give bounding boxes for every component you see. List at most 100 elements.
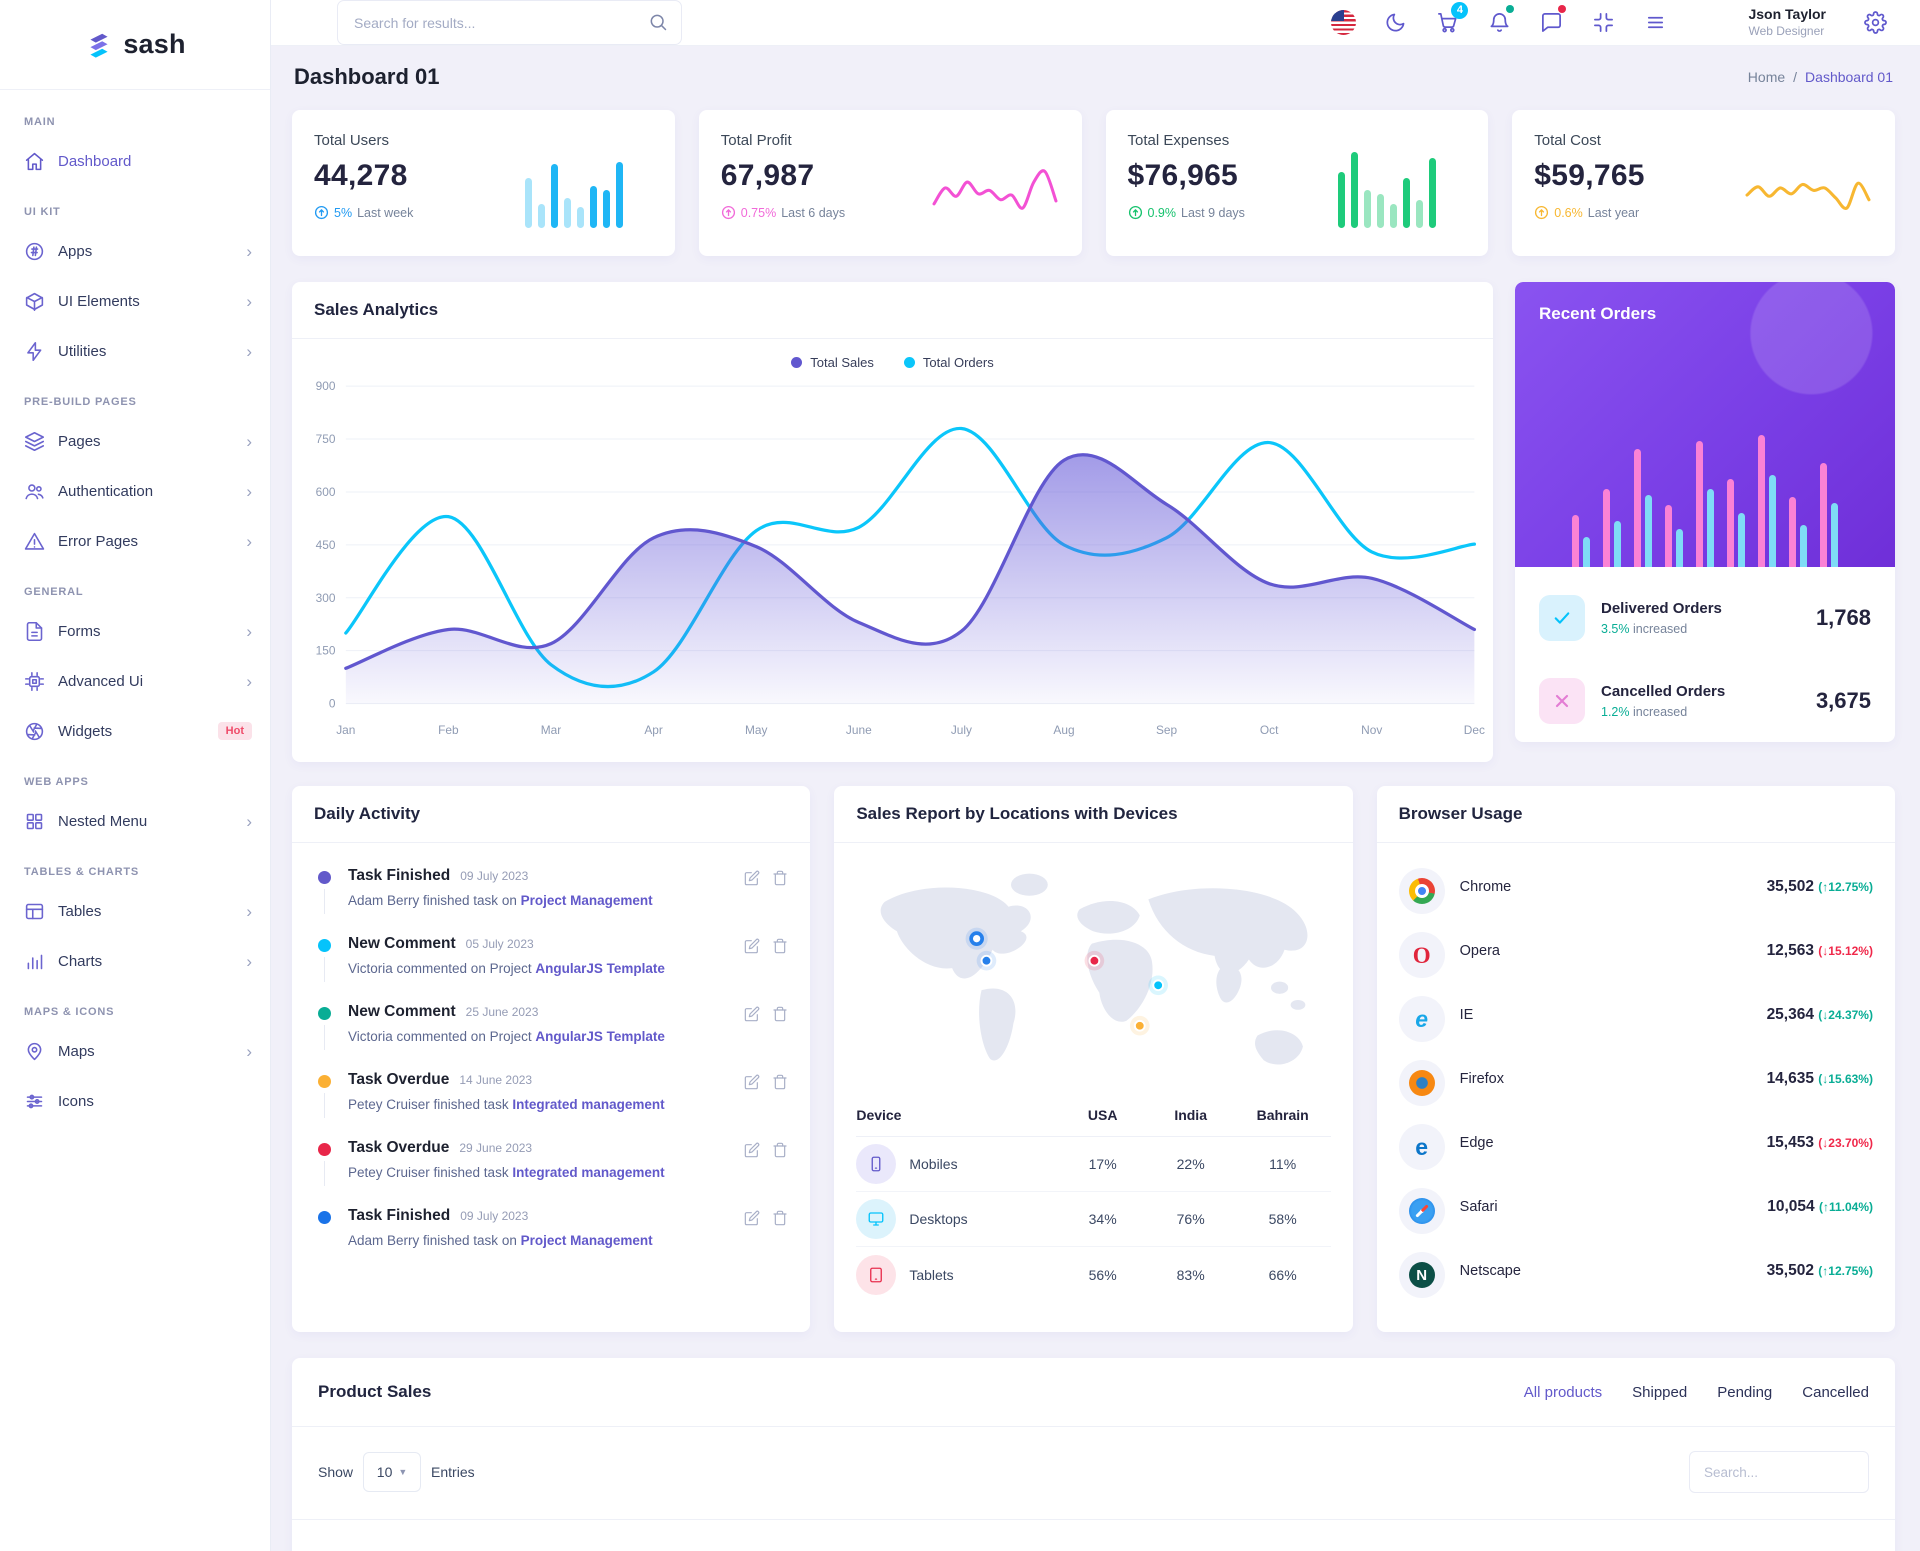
svg-text:900: 900 xyxy=(316,380,336,393)
trash-icon[interactable] xyxy=(772,1074,788,1090)
page-title: Dashboard 01 xyxy=(294,64,440,89)
search-icon[interactable] xyxy=(648,12,668,32)
cart-button[interactable]: 4 xyxy=(1430,1,1469,40)
device-india: 76% xyxy=(1176,1211,1205,1227)
chip-icon xyxy=(24,671,45,692)
sidebar-item-forms[interactable]: Forms › xyxy=(0,606,270,656)
trash-icon[interactable] xyxy=(772,1210,788,1226)
edit-icon[interactable] xyxy=(744,1006,760,1022)
activity-title: Task Finished xyxy=(348,1207,451,1224)
sidebar-item-label: UI Elements xyxy=(58,292,140,310)
trash-icon[interactable] xyxy=(772,870,788,886)
user-menu[interactable]: Json Taylor Web Designer xyxy=(1696,2,1826,43)
sidebar-item-tables[interactable]: Tables › xyxy=(0,886,270,936)
browser-row-chrome: Chrome 35,502 (↑12.75%) xyxy=(1398,859,1873,923)
sidebar-item-charts[interactable]: Charts › xyxy=(0,936,270,986)
sidebar-toggle-icon[interactable] xyxy=(295,9,319,36)
order-summary-delivered-orders: Delivered Orders 3.5% increased 1,768 xyxy=(1539,577,1871,659)
svg-text:750: 750 xyxy=(316,433,336,446)
svg-text:Sep: Sep xyxy=(1156,724,1178,737)
activity-item: New Comment 25 June 2023 Victoria comment… xyxy=(318,1003,788,1071)
tab-shipped[interactable]: Shipped xyxy=(1632,1383,1688,1401)
users-icon xyxy=(24,481,45,502)
moon-icon xyxy=(1386,13,1405,32)
sidebar-item-authentication[interactable]: Authentication › xyxy=(0,466,270,516)
status-dot xyxy=(318,871,331,884)
stat-label: Total Profit xyxy=(720,132,792,149)
edit-icon[interactable] xyxy=(744,1210,760,1226)
tab-all-products[interactable]: All products xyxy=(1523,1383,1603,1401)
activity-link[interactable]: AngularJS Template xyxy=(535,961,665,976)
device-india: 22% xyxy=(1176,1156,1205,1172)
sidebar-item-apps[interactable]: Apps › xyxy=(0,226,270,276)
notification-dot xyxy=(1506,4,1515,13)
browser-value: 35,502 (↑12.75%) xyxy=(1766,1262,1873,1279)
messages-button[interactable] xyxy=(1534,4,1568,40)
svg-text:Mar: Mar xyxy=(541,724,562,737)
status-dot xyxy=(318,1143,331,1156)
right-sidebar-button[interactable] xyxy=(1638,6,1672,40)
sidebar-section-main: MAIN xyxy=(24,116,56,128)
fullscreen-button[interactable] xyxy=(1586,6,1620,40)
tab-cancelled[interactable]: Cancelled xyxy=(1802,1383,1869,1401)
svg-text:Oct: Oct xyxy=(1260,724,1279,737)
edit-icon[interactable] xyxy=(744,1074,760,1090)
sidebar-item-error-pages[interactable]: Error Pages › xyxy=(0,516,270,566)
language-flag-button[interactable] xyxy=(1326,6,1360,40)
brand-logo[interactable]: sash xyxy=(0,0,270,90)
grid-icon xyxy=(24,811,45,832)
browser-name: Chrome xyxy=(1459,879,1512,895)
trash-icon[interactable] xyxy=(772,938,788,954)
activity-desc: Petey Cruiser finished task Integrated m… xyxy=(348,1165,665,1180)
entries-select[interactable]: 10 ▼ xyxy=(363,1452,422,1492)
mini-bar-chart xyxy=(1338,148,1464,228)
chevron-right-icon: › xyxy=(246,951,252,971)
sidebar-item-dashboard[interactable]: Dashboard xyxy=(0,136,270,186)
order-sub: 3.5% increased xyxy=(1601,622,1688,636)
trash-icon[interactable] xyxy=(772,1142,788,1158)
activity-title: Task Finished xyxy=(348,867,451,884)
sidebar-item-nested-menu[interactable]: Nested Menu › xyxy=(0,796,270,846)
layers-icon xyxy=(24,431,45,452)
sidebar-section-ui-kit: UI KIT xyxy=(24,206,61,218)
alert-icon xyxy=(24,531,45,552)
activity-link[interactable]: Project Management xyxy=(520,893,653,908)
sidebar-item-widgets[interactable]: Widgets Hot xyxy=(0,706,270,756)
edit-icon[interactable] xyxy=(744,1142,760,1158)
breadcrumb-home[interactable]: Home xyxy=(1747,69,1786,85)
activity-link[interactable]: AngularJS Template xyxy=(535,1029,665,1044)
browser-name: Firefox xyxy=(1459,1071,1504,1087)
sidebar-item-label: Icons xyxy=(58,1092,94,1110)
tab-pending[interactable]: Pending xyxy=(1717,1383,1773,1401)
legend-label: Total Orders xyxy=(922,355,994,370)
legend-item-total-sales[interactable]: Total Sales xyxy=(791,355,874,370)
activity-link[interactable]: Project Management xyxy=(520,1233,653,1248)
sidebar-item-ui-elements[interactable]: UI Elements › xyxy=(0,276,270,326)
sidebar-item-icons[interactable]: Icons xyxy=(0,1076,270,1126)
activity-date: 05 July 2023 xyxy=(465,937,534,951)
svg-text:Apr: Apr xyxy=(644,724,663,737)
table-search-input[interactable] xyxy=(1689,1451,1869,1493)
pin-icon xyxy=(24,1041,45,1062)
notifications-button[interactable] xyxy=(1482,4,1516,40)
search-input[interactable] xyxy=(337,0,682,45)
device-india: 83% xyxy=(1176,1266,1205,1283)
activity-link[interactable]: Integrated management xyxy=(512,1165,665,1180)
product-sales-title: Product Sales xyxy=(318,1382,432,1401)
chevron-right-icon: › xyxy=(246,481,252,501)
activity-title: Task Overdue xyxy=(348,1071,450,1088)
dark-mode-button[interactable] xyxy=(1378,6,1412,40)
device-usa: 56% xyxy=(1088,1266,1117,1283)
sidebar-item-pages[interactable]: Pages › xyxy=(0,416,270,466)
sidebar-nav: MAIN Dashboard UI KIT Apps › UI Elements… xyxy=(0,90,270,1146)
sidebar-item-advanced-ui[interactable]: Advanced Ui › xyxy=(0,656,270,706)
trash-icon[interactable] xyxy=(772,1006,788,1022)
legend-item-total-orders[interactable]: Total Orders xyxy=(903,355,994,370)
sidebar-item-utilities[interactable]: Utilities › xyxy=(0,326,270,376)
activity-link[interactable]: Integrated management xyxy=(512,1097,665,1112)
sidebar-item-maps[interactable]: Maps › xyxy=(0,1026,270,1076)
edit-icon[interactable] xyxy=(744,938,760,954)
edit-icon[interactable] xyxy=(744,870,760,886)
settings-button[interactable] xyxy=(1858,6,1892,40)
breadcrumb-separator: / xyxy=(1793,69,1798,85)
